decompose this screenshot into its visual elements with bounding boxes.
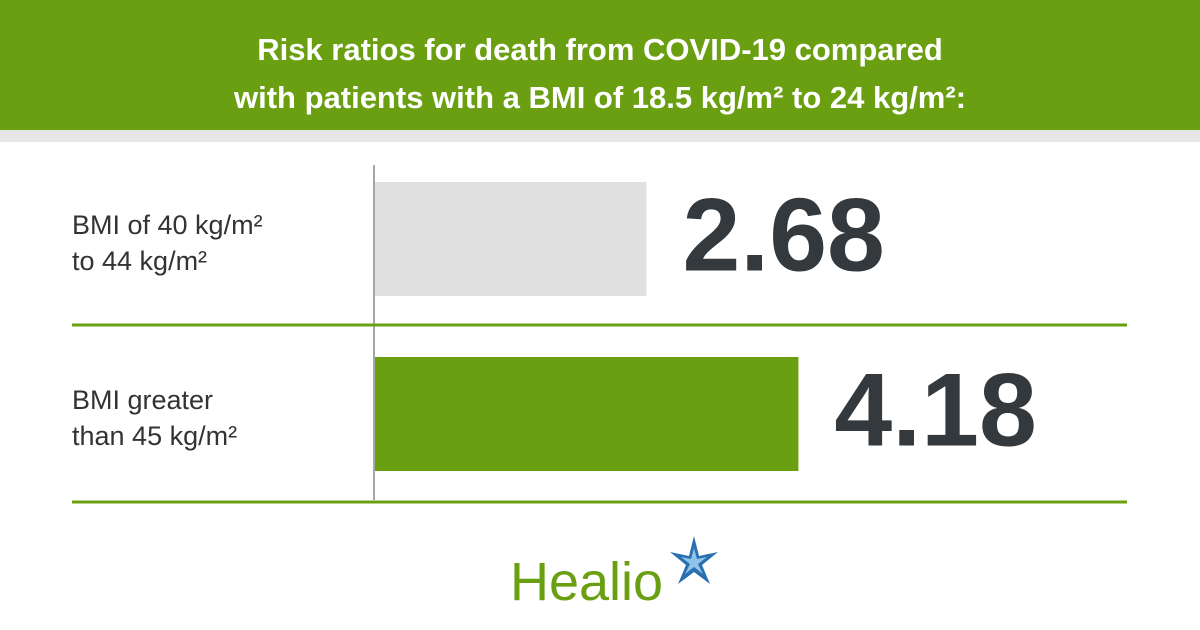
bar bbox=[375, 357, 799, 471]
chart-title: Risk ratios for death from COVID-19 comp… bbox=[257, 32, 943, 67]
header-strip bbox=[0, 130, 1200, 142]
value-label: 2.68 bbox=[682, 177, 884, 293]
category-label: to 44 kg/m² bbox=[72, 246, 207, 276]
header-band bbox=[0, 0, 1200, 130]
brand-logo: Healio bbox=[510, 552, 663, 612]
category-label: BMI greater bbox=[72, 385, 213, 415]
category-label: BMI of 40 kg/m² bbox=[72, 210, 263, 240]
category-label: than 45 kg/m² bbox=[72, 421, 237, 451]
chart-title: with patients with a BMI of 18.5 kg/m² t… bbox=[233, 80, 966, 115]
bar bbox=[375, 182, 647, 296]
brand-star bbox=[670, 536, 718, 584]
value-label: 4.18 bbox=[834, 352, 1036, 468]
